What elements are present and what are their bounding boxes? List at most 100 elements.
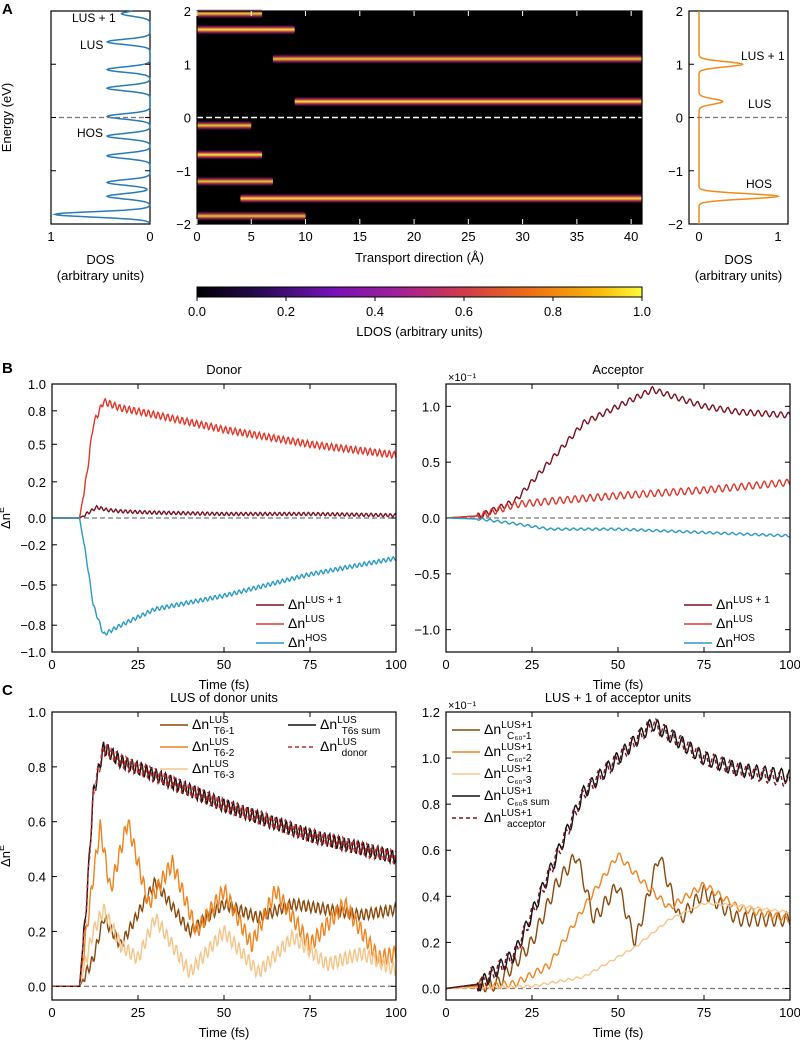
heatmap-xtick: 40	[624, 229, 638, 244]
panel-label-c: C	[2, 682, 13, 699]
ytick-label: 1.0	[28, 377, 46, 392]
series-line-2	[52, 517, 396, 636]
B-acceptor-group: Acceptor 1.0 0.5 0.0 −0.5 −1.0 0 25 50 75 100 Time …	[414, 362, 800, 692]
legend-label: ΔnLUS + 1	[716, 595, 770, 612]
colorbar-tick: 1.0	[633, 304, 651, 319]
heatmap-xtick: 15	[353, 229, 367, 244]
legend-label: ΔnLUS+1 C₆₀-3	[484, 764, 533, 786]
heatmap-xtick: 25	[461, 229, 475, 244]
xlabel: Time (fs)	[593, 677, 644, 692]
ytick-label: 0.4	[422, 889, 440, 904]
series-line-0	[446, 853, 790, 993]
series-group	[446, 385, 790, 538]
colorbar-tick: 0.8	[544, 304, 562, 319]
ytick-label: 0.0	[422, 981, 440, 996]
dos-right-annot-lus1: LUS + 1	[741, 49, 785, 63]
dos-right-ytick: 2	[676, 4, 683, 19]
dos-left-xlabel: DOS	[86, 252, 115, 267]
ytick-label: 0.6	[422, 843, 440, 858]
heatmap-band	[294, 96, 642, 107]
C-acceptor-frame	[445, 711, 791, 1001]
ytick-label: 0.8	[28, 760, 46, 775]
legend-label: ΔnLUS+1 C₆₀-1	[484, 720, 533, 742]
heatmap-band	[197, 120, 252, 131]
xtick-label: 100	[385, 657, 407, 672]
ytick-label: 0.2	[28, 475, 46, 490]
scale-label: ×10⁻¹	[448, 700, 476, 712]
dos-right-ytick: −2	[668, 217, 683, 232]
heatmap-ytick: 1	[184, 57, 191, 72]
ytick-label: 0.8	[28, 404, 46, 419]
dos-left-annot-hos: HOS	[77, 126, 103, 140]
panel-label-b: B	[2, 360, 13, 377]
ytick-label: 0.2	[28, 924, 46, 939]
heatmap-band	[272, 53, 642, 64]
series-line-2	[446, 517, 790, 538]
xlabel: Time (fs)	[593, 1025, 644, 1040]
heatmap-xtick: 20	[407, 229, 421, 244]
heatmap-xtick: 10	[298, 229, 312, 244]
heatmap-band	[197, 24, 295, 35]
xtick-label: 100	[779, 657, 800, 672]
dos-right-xlabel: (arbitrary units)	[695, 268, 782, 283]
heatmap-band	[197, 8, 263, 19]
colorbar-tick: 0.2	[277, 304, 295, 319]
ytick-label: 1.0	[28, 705, 46, 720]
series-line-2	[52, 903, 396, 987]
xtick-label: 50	[217, 657, 231, 672]
series-line-1	[446, 852, 790, 991]
dos-left-annot-lus1: LUS + 1	[72, 11, 116, 25]
heatmap-ytick: −1	[176, 164, 191, 179]
legend-label: ΔnLUS	[716, 614, 753, 631]
heatmap-band	[240, 193, 643, 204]
ytick-label: 1.0	[422, 399, 440, 414]
xtick-label: 0	[48, 657, 55, 672]
series-line-0	[52, 876, 396, 987]
series-group	[52, 741, 396, 987]
xtick-label: 75	[697, 657, 711, 672]
series-line-1	[52, 819, 396, 987]
dos-right-xlabel: DOS	[724, 252, 753, 267]
series-line-3	[446, 718, 790, 992]
heatmap-frame	[196, 10, 643, 225]
heatmap-ytick: 2	[184, 4, 191, 19]
series-line-4	[52, 743, 396, 987]
C-acceptor-group: LUS + 1 of acceptor units 1.2 1.0 0.8 0.6 0.4…	[422, 690, 800, 1040]
legend-label: ΔnLUS+1 C₆₀-2	[484, 742, 533, 764]
legend-label: ΔnHOS	[288, 633, 327, 650]
heatmap-band	[197, 149, 263, 160]
xtick-label: 50	[611, 1005, 625, 1020]
ylabel: ΔnE	[0, 507, 13, 529]
series-line-0	[446, 385, 790, 519]
legend-label: ΔnLUS T6-3	[192, 759, 235, 781]
heatmap-xtick: 0	[193, 229, 200, 244]
ytick-label: 0.5	[422, 455, 440, 470]
dos-left-xtick: 1	[47, 229, 54, 244]
scale-label: ×10⁻¹	[448, 372, 476, 384]
xtick-label: 100	[779, 1005, 800, 1020]
legend-label: ΔnHOS	[716, 633, 755, 650]
xlabel: Time (fs)	[199, 677, 250, 692]
colorbar-tick: 0.0	[188, 304, 206, 319]
legend-label: ΔnLUS+1 acceptor	[484, 808, 546, 830]
legend-label: ΔnLUS T6-1	[192, 715, 235, 737]
dos-right-xtick: 1	[774, 229, 781, 244]
xtick-label: 25	[525, 1005, 539, 1020]
ytick-label: −0.5	[20, 578, 46, 593]
dos-right-xtick: 0	[695, 229, 702, 244]
xlabel: Time (fs)	[199, 1025, 250, 1040]
heatmap-ytick: 0	[184, 111, 191, 126]
B-acceptor-frame	[445, 383, 791, 653]
C-donor-frame	[51, 711, 397, 1001]
B-donor-group: Donor 1.0 0.8 0.5 0.2 0.0 −0.2 −0.5 −0.8 −1.00 25 5…	[0, 362, 407, 692]
panel-label-a: A	[2, 1, 13, 18]
xtick-label: 0	[442, 1005, 449, 1020]
dos-right-annot-lus: LUS	[748, 97, 771, 111]
dos-left-xtick: 0	[146, 229, 153, 244]
C-donor-group: LUS of donor units 1.0 0.8 0.6 0.4 0.2 0.00 25 5…	[0, 690, 407, 1040]
heatmap-xtick: 30	[515, 229, 529, 244]
xtick-label: 25	[525, 657, 539, 672]
xtick-label: 50	[611, 657, 625, 672]
ytick-label: −1.0	[414, 623, 440, 638]
